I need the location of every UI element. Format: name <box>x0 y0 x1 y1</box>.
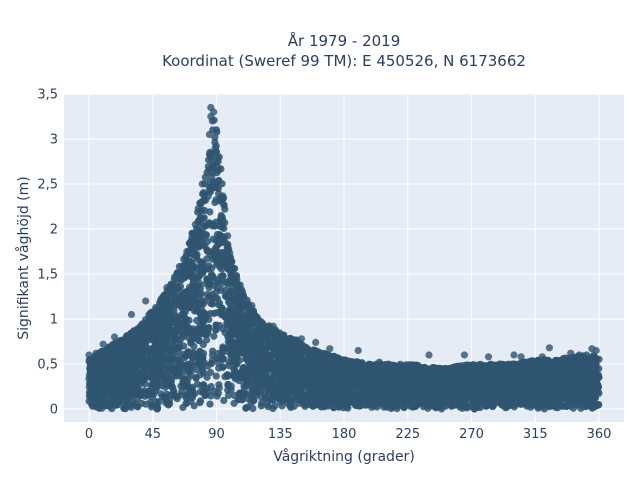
data-point <box>185 368 193 377</box>
data-point <box>212 372 220 380</box>
data-point <box>210 332 218 340</box>
data-point <box>224 391 233 400</box>
data-point <box>178 387 186 395</box>
data-point <box>142 372 150 380</box>
scatter-points <box>85 103 603 413</box>
data-point <box>216 195 224 203</box>
data-point <box>207 383 215 391</box>
data-point <box>219 325 227 333</box>
data-point <box>219 363 227 372</box>
data-point <box>257 402 265 410</box>
data-point <box>227 386 235 394</box>
data-point <box>192 366 200 374</box>
data-point <box>206 400 214 408</box>
data-point <box>209 347 217 355</box>
data-point <box>219 272 227 280</box>
data-point <box>220 396 228 405</box>
data-point <box>209 235 217 243</box>
